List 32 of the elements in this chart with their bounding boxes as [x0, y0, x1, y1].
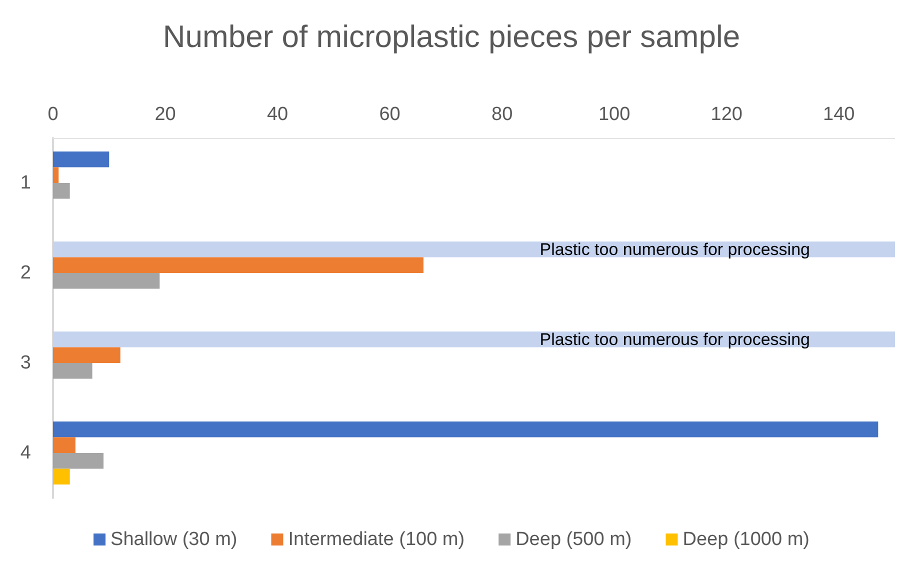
x-tick-label: 40 — [266, 104, 288, 125]
bar — [53, 437, 76, 453]
x-tick-label: 20 — [154, 104, 176, 125]
bar — [53, 332, 895, 348]
data-label: Plastic too numerous for processing — [540, 330, 810, 349]
bar — [53, 273, 160, 289]
x-tick-label: 80 — [491, 104, 513, 125]
bar — [53, 167, 59, 183]
legend-label: Deep (500 m) — [516, 529, 632, 550]
y-tick-label: 4 — [20, 442, 32, 464]
bar — [53, 347, 120, 363]
legend-label: Intermediate (100 m) — [288, 529, 465, 550]
bar — [53, 363, 92, 379]
y-tick-label: 1 — [20, 172, 31, 194]
data-label: Plastic too numerous for processing — [540, 240, 810, 259]
x-tick-label: 120 — [710, 104, 742, 125]
x-tick-label: 100 — [598, 104, 630, 125]
bar — [53, 183, 70, 199]
legend-label: Deep (1000 m) — [682, 529, 810, 550]
bar — [53, 257, 424, 273]
y-tick-label: 2 — [20, 262, 31, 284]
bar — [53, 422, 878, 438]
chart-title: Number of microplastic pieces per sample — [162, 19, 740, 54]
bar — [53, 453, 104, 469]
bar — [53, 468, 70, 484]
x-tick-label: 0 — [48, 104, 58, 125]
legend-label: Shallow (30 m) — [110, 529, 238, 550]
bar — [53, 152, 110, 168]
bar — [53, 242, 895, 258]
y-tick-label: 3 — [20, 352, 31, 374]
x-tick-label: 60 — [379, 104, 400, 125]
x-tick-label: 140 — [823, 104, 855, 125]
